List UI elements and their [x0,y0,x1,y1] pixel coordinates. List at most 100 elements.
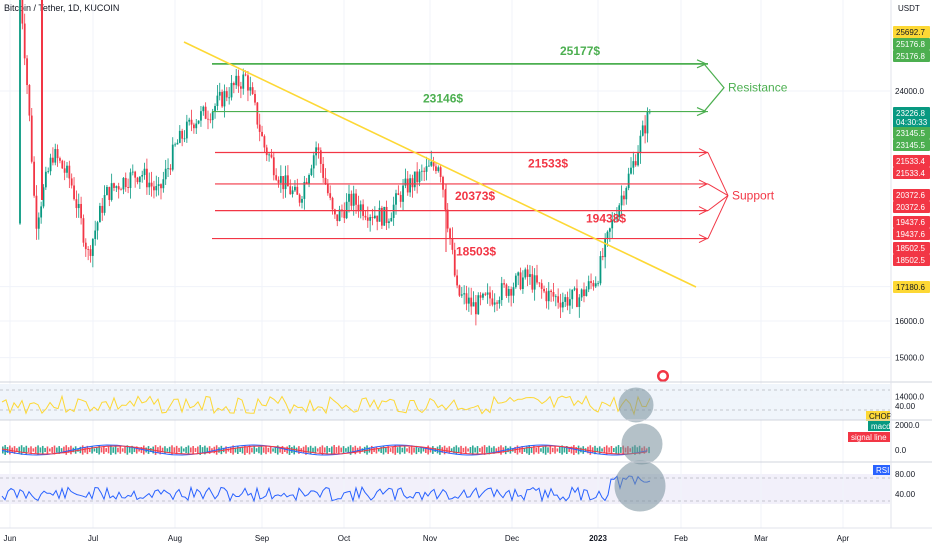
macd-bar [232,445,234,455]
candle-body [218,91,221,96]
price-label: 20372.6 [896,203,925,212]
candle-body [467,297,470,304]
macd-bar [49,448,51,452]
macd-bar [56,447,58,453]
candle-body [211,111,214,121]
x-tick-label: Jul [88,534,98,543]
price-label: 25176.8 [896,40,925,49]
macd-bar [262,447,265,453]
candle-body [371,217,374,219]
macd-bar [307,447,310,453]
macd-bar [27,447,30,453]
candle-body [77,203,80,209]
candle-body [343,211,346,219]
macd-bar [185,446,187,454]
macd-bar [479,448,481,452]
macd-bar [46,446,49,454]
macd-bar [154,445,157,455]
candle-body [601,256,604,258]
candle-body [430,161,433,166]
support-arrow [698,234,709,244]
macd-bar [16,448,18,452]
macd-bar [598,446,601,454]
macd-bar [93,448,96,452]
macd-bar [603,446,606,454]
candle-body [554,296,557,298]
macd-bar [208,446,211,454]
candle-body [388,221,390,224]
macd-bar [561,445,563,455]
candle-body [465,293,468,304]
macd-bar [305,445,307,455]
macd-bar [608,447,610,453]
candle-body [70,178,73,186]
candle-body [453,249,456,276]
resistance-arrow [696,59,708,69]
candle-body [491,298,494,305]
candle-body [30,115,33,162]
macd-bar [140,446,143,454]
candle-body [197,120,200,124]
candle-body [526,269,529,277]
candle-body [113,183,115,188]
rsi-tick: 40.00 [895,490,916,499]
price-label-box [893,26,930,38]
macd-bar [272,448,274,452]
macd-tick: 2000.0 [895,421,920,430]
x-tick-label: Mar [754,534,768,543]
price-label: 18502.5 [896,244,925,253]
macd-bar [594,445,596,455]
candle-body [33,161,35,196]
chart-title: Bitcoin / Tether, 1D, KUCOIN [4,3,120,13]
candle-body [185,121,188,139]
macd-bar [128,447,131,453]
x-tick-label: Sep [255,534,270,543]
candle-body [265,147,268,156]
macd-bar [363,446,366,454]
chop-line [1,394,651,416]
candle-body [247,75,249,91]
macd-bar [566,446,568,454]
candle-body [183,138,186,140]
candle-body [122,177,125,190]
candle-body [350,193,353,206]
macd-bar [100,447,103,453]
candle-body [270,154,273,158]
candle-body [416,171,419,183]
macd-bar [347,446,350,454]
macd-bar [112,447,115,453]
candle-body [336,214,339,222]
candle-body [28,85,31,116]
candle-body [237,75,240,87]
macd-bar [265,445,267,455]
resistance-arrow [696,107,708,117]
price-label: 21533.4 [896,169,925,178]
candle-body [287,175,289,187]
resistance-bracket [703,63,725,112]
candle-body [496,302,498,304]
macd-bar [284,448,286,452]
candle-body [428,165,430,167]
candle-body [637,152,639,166]
macd-bar [457,447,460,453]
macd-bar [211,448,213,452]
macd-bar [528,445,530,455]
candle-body [207,118,209,120]
macd-bar [175,445,178,455]
price-label: 19437.6 [896,230,925,239]
candle-body [444,189,447,210]
macd-bar [328,447,331,453]
candle-body [357,204,360,212]
x-tick-label: Oct [338,534,351,543]
support-bracket [707,183,729,196]
candle-body [221,91,223,107]
macd-bar [88,447,91,453]
candle-body [378,207,381,222]
macd-bar [530,447,533,453]
macd-bar [610,445,613,455]
chop-tick: 40.00 [895,402,916,411]
candle-body [564,297,567,302]
candle-body [89,249,92,256]
macd-bar [147,446,150,454]
